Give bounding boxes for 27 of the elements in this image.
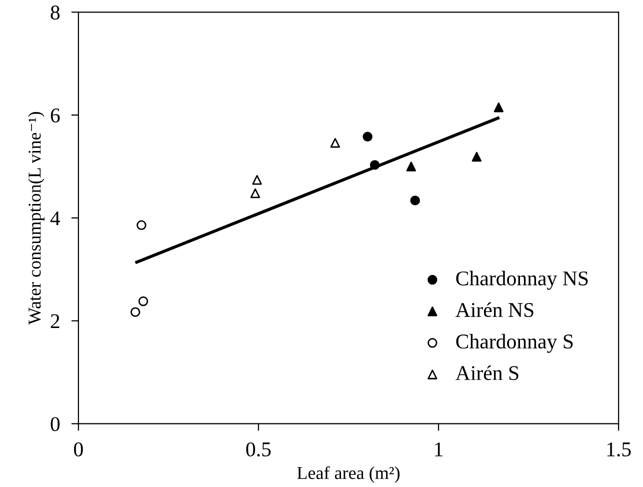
point — [472, 152, 482, 162]
x-tick-label: 0 — [74, 442, 83, 456]
point — [494, 102, 504, 112]
x-tick-label: 1 — [435, 442, 442, 456]
point — [250, 188, 260, 198]
y-tick-label: 8 — [50, 6, 60, 20]
point — [370, 160, 380, 170]
x-axis-title: Leaf area (m²) — [297, 466, 400, 483]
legend-label: Chardonnay S — [456, 334, 573, 353]
point — [130, 307, 140, 317]
y-axis-title: Water consumption(L vine⁻¹) — [28, 112, 44, 325]
legend-label: Chardonnay NS — [456, 270, 588, 290]
x-tick-label: 1.5 — [607, 442, 631, 456]
point — [410, 196, 420, 206]
legend-label: Airén S — [456, 365, 518, 380]
y-tick-label: 0 — [50, 417, 60, 432]
point — [406, 162, 416, 172]
point — [362, 132, 372, 142]
y-tick-label: 6 — [50, 108, 60, 122]
x-tick-label: 0.5 — [246, 442, 271, 456]
point — [330, 138, 340, 148]
point — [136, 220, 146, 230]
point — [138, 296, 148, 306]
y-tick-label: 4 — [50, 211, 60, 226]
point — [252, 175, 262, 185]
y-tick-label: 2 — [50, 314, 60, 328]
legend-label: Airén NS — [456, 302, 534, 318]
